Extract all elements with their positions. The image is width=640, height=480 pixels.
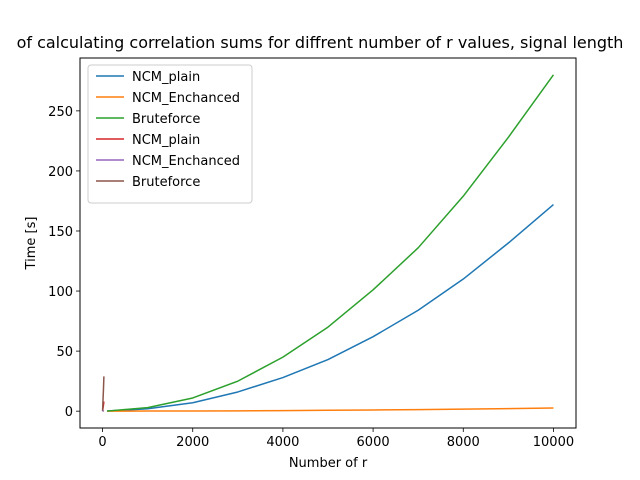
x-tick-label: 2000 (176, 435, 209, 450)
y-tick-label: 50 (56, 345, 73, 360)
x-tick-label: 4000 (266, 435, 299, 450)
x-axis-ticks: 0 2000 4000 6000 8000 10000 (98, 428, 574, 450)
legend-label: NCM_plain (132, 133, 200, 148)
legend-label: NCM_Enchanced (132, 91, 240, 106)
y-tick-label: 250 (48, 105, 73, 120)
legend-label: NCM_plain (132, 70, 200, 85)
y-tick-label: 150 (48, 225, 73, 240)
y-tick-label: 0 (65, 405, 73, 420)
series-line-1 (107, 407, 554, 412)
y-axis-label: Time [s] (24, 217, 39, 271)
x-tick-label: 10000 (533, 435, 574, 450)
x-tick-label: 6000 (357, 435, 390, 450)
legend-label: Bruteforce (132, 112, 200, 127)
x-tick-label: 8000 (447, 435, 480, 450)
y-axis-ticks: 0 50 100 150 200 250 (48, 105, 80, 420)
y-tick-label: 200 (48, 165, 73, 180)
y-tick-label: 100 (48, 285, 73, 300)
legend-box (87, 64, 253, 204)
x-axis-label: Number of r (289, 456, 368, 471)
plot-area (101, 74, 555, 412)
legend: NCM_plain NCM_Enchanced Bruteforce NCM_plai… (87, 64, 253, 204)
axes-frame (79, 57, 577, 429)
series-line-5 (101, 376, 105, 411)
chart-title: of calculating correlation sums for diff… (17, 33, 624, 52)
legend-label: NCM_Enchanced (132, 154, 240, 169)
x-tick-label: 0 (98, 435, 106, 450)
legend-label: Bruteforce (132, 175, 200, 190)
series-line-2 (106, 74, 555, 412)
series-line-0 (107, 203, 554, 412)
